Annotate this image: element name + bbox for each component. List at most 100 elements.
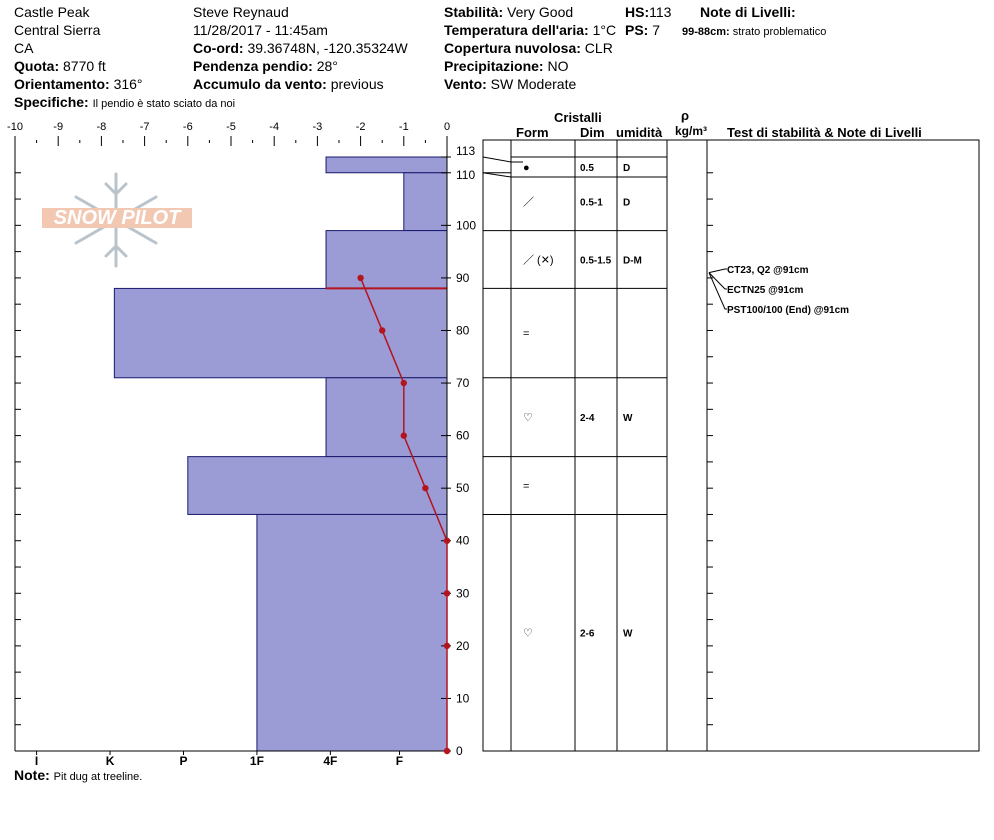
coordinates: Co-ord: 39.36748N, -120.35324W xyxy=(193,40,408,56)
top-tick-label: -9 xyxy=(53,121,63,133)
top-tick-label: -4 xyxy=(269,121,279,133)
temperature-point xyxy=(400,432,407,439)
wetness: D xyxy=(623,198,630,209)
temperature-point xyxy=(422,484,429,492)
hs-label: HS: xyxy=(625,4,650,20)
aspect-value: 316° xyxy=(113,76,143,92)
coord-value: 39.36748N, -120.35324W xyxy=(247,40,408,56)
top-tick-label: -7 xyxy=(140,121,150,133)
hardness-bar xyxy=(256,513,448,752)
grain-size: 0.5-1.5 xyxy=(580,256,612,267)
coord-label: Co-ord: xyxy=(193,40,244,56)
temperature-point xyxy=(357,274,364,282)
hardness-bar xyxy=(403,172,448,232)
hardness-label: 1F xyxy=(250,754,264,768)
state: CA xyxy=(14,40,34,56)
depth-label: 113 xyxy=(456,144,475,158)
depth-label: 60 xyxy=(456,429,470,443)
air-temp-value: 1°C xyxy=(592,22,617,38)
depth-label: 50 xyxy=(456,481,470,495)
stability-test: CT23, Q2 @91cm xyxy=(727,265,809,276)
air-temp: Temperatura dell'aria: 1°C xyxy=(444,22,616,38)
depth-label: 10 xyxy=(456,691,470,705)
hardness-bar xyxy=(113,287,448,379)
depth-label: 110 xyxy=(456,168,475,182)
air-temp-label: Temperatura dell'aria: xyxy=(444,22,589,38)
hs: HS:113 xyxy=(625,4,671,20)
hardness-label: K xyxy=(106,754,115,768)
logo-text: SNOW PILOT xyxy=(42,208,192,228)
top-tick-label: -5 xyxy=(226,121,236,133)
stability-label: Stabilità: xyxy=(444,4,504,20)
top-tick-label: 0 xyxy=(444,121,450,133)
hardness-bar xyxy=(325,377,448,458)
specifics-label: Specifiche: xyxy=(14,94,89,110)
slope-value: 28° xyxy=(316,58,338,74)
top-tick-label: -2 xyxy=(356,121,366,133)
note-text: Pit dug at treeline. xyxy=(53,771,143,783)
stability-test: ECTN25 @91cm xyxy=(727,285,804,296)
grain-form-icon: = xyxy=(523,328,529,340)
layer-notes-title: Note di Livelli: xyxy=(700,4,796,20)
humidity-header: umidità xyxy=(616,125,663,140)
precipitation: Precipitazione: NO xyxy=(444,58,568,74)
layer-note-text: strato problematico xyxy=(732,26,827,38)
quota-label: Quota: xyxy=(14,58,60,74)
specifics-value: Il pendio è stato sciato da noi xyxy=(92,98,236,110)
depth-label: 80 xyxy=(456,323,470,337)
form-header: Form xyxy=(516,125,549,140)
stability-value: Very Good xyxy=(507,4,574,20)
top-tick-label: -3 xyxy=(313,121,323,133)
quota: Quota: 8770 ft xyxy=(14,58,106,74)
stability-test: PST100/100 (End) @91cm xyxy=(727,305,849,316)
layer-note-depth: 99-88cm: xyxy=(682,26,730,38)
leader-line xyxy=(482,172,512,178)
grain-form-icon: ♡ xyxy=(523,628,533,640)
temperature-point xyxy=(400,379,407,387)
layer-table xyxy=(482,139,980,752)
wind: Vento: SW Moderate xyxy=(444,76,576,92)
hardness-label: F xyxy=(396,754,403,768)
wind-loading: Accumulo da vento: previous xyxy=(193,76,384,92)
leader-line xyxy=(482,156,523,163)
aspect-label: Orientamento: xyxy=(14,76,110,92)
wind-load-value: previous xyxy=(330,76,384,92)
quota-value: 8770 ft xyxy=(63,58,106,74)
hardness-label: 4F xyxy=(323,754,337,768)
wind-load-label: Accumulo da vento: xyxy=(193,76,327,92)
top-tick-label: -1 xyxy=(399,121,409,133)
ps-value: 7 xyxy=(652,22,661,38)
rho-header: ρ xyxy=(681,108,690,123)
precip-value: NO xyxy=(547,58,569,74)
temperature-point xyxy=(443,537,451,544)
wind-value: SW Moderate xyxy=(490,76,577,92)
ps: PS: 7 xyxy=(625,22,660,38)
top-tick-label: -6 xyxy=(183,121,193,133)
depth-label: 100 xyxy=(456,218,476,232)
hardness-bar xyxy=(325,230,448,289)
wetness: D-M xyxy=(623,256,642,267)
wind-label: Vento: xyxy=(444,76,487,92)
hardness-label: P xyxy=(179,754,187,768)
test-leader-line xyxy=(708,272,727,310)
slope: Pendenza pendio: 28° xyxy=(193,58,338,74)
grain-size: 0.5 xyxy=(580,163,594,174)
aspect: Orientamento: 316° xyxy=(14,76,143,92)
grain-form-icon: ● xyxy=(523,162,530,174)
grain-size: 2-4 xyxy=(580,413,595,424)
snowpilot-logo: SNOW PILOT xyxy=(38,170,198,270)
grain-size: 2-6 xyxy=(580,629,595,640)
top-tick-label: -8 xyxy=(97,121,107,133)
depth-label: 40 xyxy=(456,534,470,548)
test-leader-line xyxy=(708,272,727,290)
tests-header: Test di stabilità & Note di Livelli xyxy=(727,125,922,140)
hardness-label: I xyxy=(35,754,38,768)
crystals-header: Cristalli xyxy=(554,110,602,125)
top-tick-label: -10 xyxy=(7,121,23,133)
wetness: D xyxy=(623,163,630,174)
temperature-point xyxy=(443,590,451,597)
cloud-cover: Copertura nuvolosa: CLR xyxy=(444,40,613,56)
note-label: Note: xyxy=(14,767,50,783)
layer-note: 99-88cm: strato problematico xyxy=(682,24,826,40)
